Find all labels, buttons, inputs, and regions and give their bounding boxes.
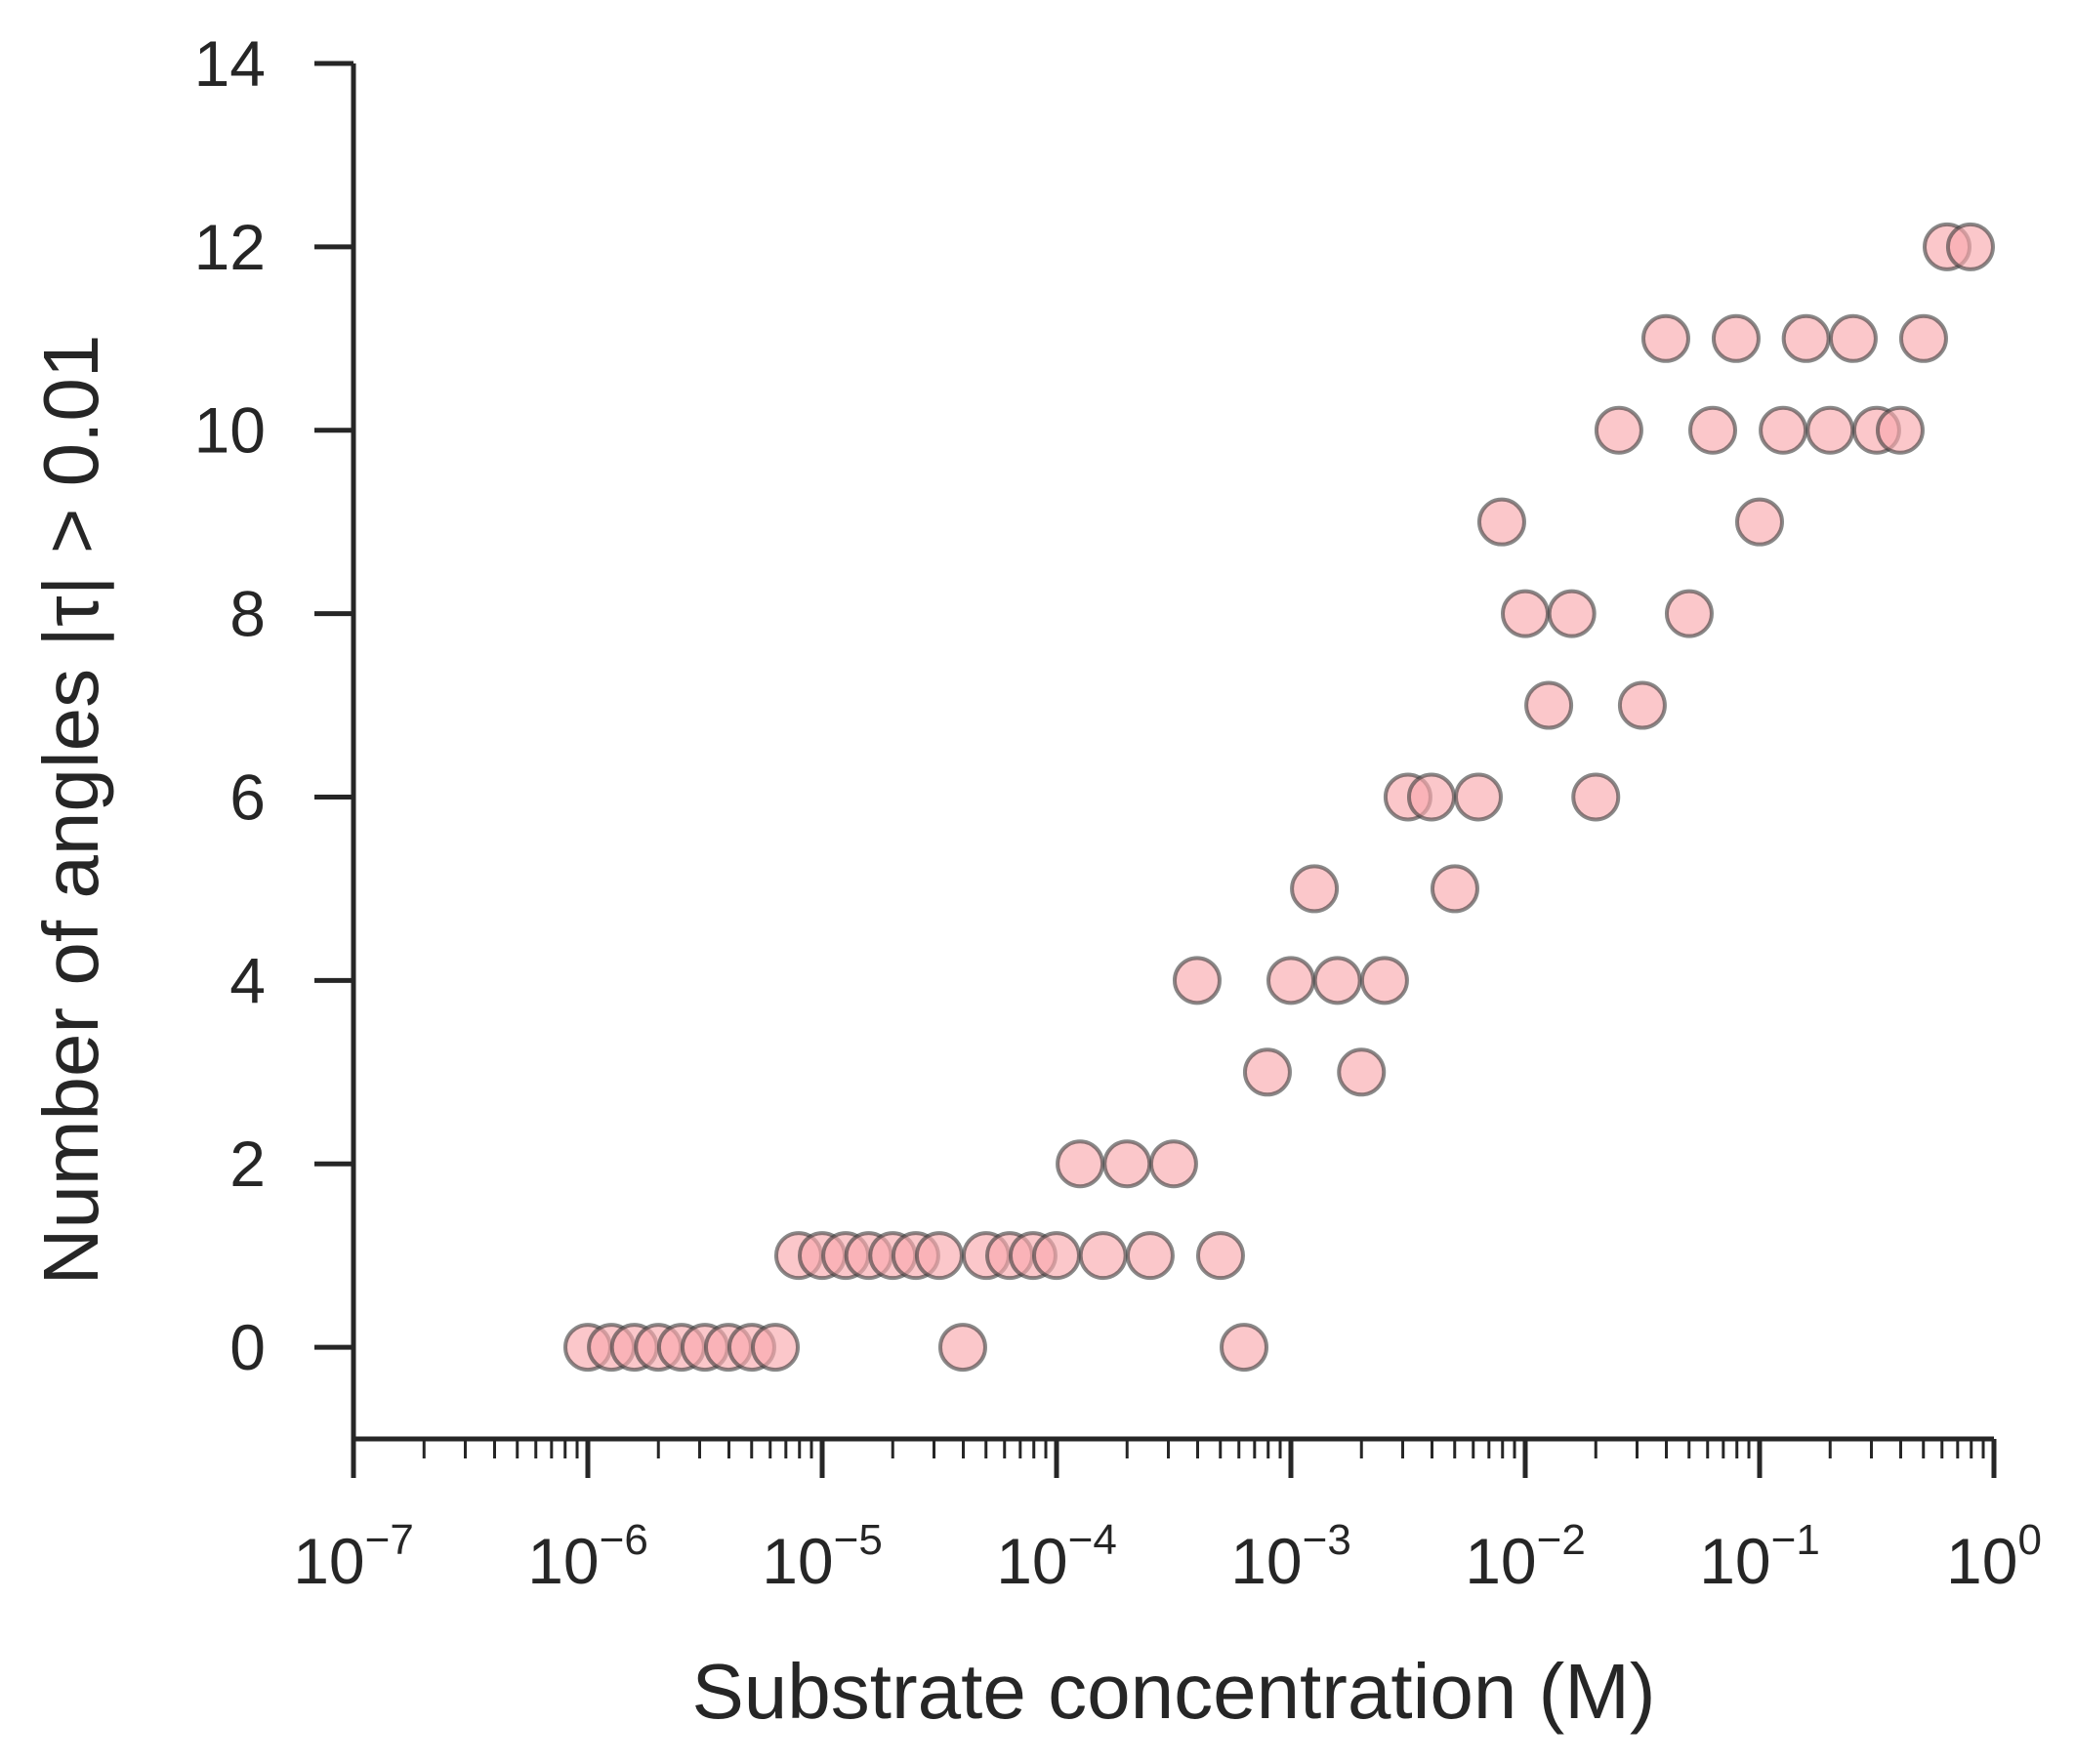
data-point [1148,1139,1198,1189]
data-point [751,1323,801,1373]
data-point [1359,956,1409,1005]
data-point [1290,864,1340,914]
data-point [1898,313,1948,363]
data-point [1828,313,1878,363]
y-tick-label: 10 [194,394,266,467]
data-point [1617,680,1667,730]
x-tick-exponent: −5 [834,1516,883,1564]
y-tick-label: 6 [229,760,266,833]
y-tick-label: 14 [194,27,266,100]
x-tick-label: 100 [1946,1516,2042,1597]
data-point [1688,405,1738,455]
x-tick-label: 10−3 [1230,1516,1351,1597]
y-tick-label: 4 [229,944,266,1016]
y-ticks: 0 2 4 6 8 10 12 14 [194,27,353,1383]
x-tick-label: 10−7 [293,1516,414,1597]
data-point [1242,1047,1292,1097]
x-ticks: 10−7 10−6 10−5 10−4 10−3 10−2 10−1 100 [293,1439,2042,1597]
x-tick-base: 10 [996,1525,1067,1597]
data-point [1312,956,1362,1005]
x-tick-exponent: −4 [1068,1516,1117,1564]
data-point [1430,864,1479,914]
x-tick-exponent: −7 [365,1516,414,1564]
data-point [1476,497,1526,547]
y-axis-label: Number of angles |τ| > 0.01 [27,335,114,1286]
x-tick-label: 10−4 [996,1516,1117,1597]
x-tick-base: 10 [1465,1525,1536,1597]
data-point [1172,956,1222,1005]
y-tick-label: 2 [229,1128,266,1200]
x-tick-exponent: −3 [1303,1516,1351,1564]
x-tick-exponent: −1 [1771,1516,1820,1564]
data-point [1337,1047,1387,1097]
y-tick-label: 8 [229,578,266,650]
data-point [1735,497,1784,547]
x-tick-base: 10 [762,1525,833,1597]
x-tick-base: 10 [1946,1525,2017,1597]
data-point [1711,313,1761,363]
data-points [563,222,1995,1373]
data-point [1454,772,1504,822]
data-point [1759,405,1808,455]
data-point [1594,405,1643,455]
data-point [1781,313,1831,363]
x-tick-base: 10 [293,1525,364,1597]
data-point [1125,1231,1175,1281]
y-tick-label: 0 [229,1311,266,1383]
data-point [1406,772,1456,822]
data-point [1805,405,1855,455]
data-point [937,1323,987,1373]
data-point [1875,405,1925,455]
data-point [1078,1231,1128,1281]
x-tick-exponent: 0 [2017,1516,2041,1564]
data-point [1195,1231,1245,1281]
data-point [1547,589,1597,638]
x-tick-label: 10−6 [527,1516,648,1597]
y-tick-label: 12 [194,211,266,283]
data-point [1032,1231,1081,1281]
data-point [1220,1323,1269,1373]
data-point [1524,680,1574,730]
x-tick-exponent: −6 [600,1516,648,1564]
data-point [1102,1139,1152,1189]
x-tick-label: 10−1 [1699,1516,1820,1597]
x-tick-base: 10 [527,1525,599,1597]
data-point [1664,589,1714,638]
data-point [914,1231,964,1281]
data-point [1501,589,1550,638]
x-tick-base: 10 [1699,1525,1770,1597]
data-point [1640,313,1690,363]
x-tick-label: 10−2 [1465,1516,1586,1597]
data-point [1945,222,1995,271]
x-tick-exponent: −2 [1537,1516,1586,1564]
x-tick-base: 10 [1230,1525,1302,1597]
data-point [1266,956,1315,1005]
data-point [1571,772,1621,822]
x-axis-label: Substrate concentration (M) [691,1648,1655,1735]
x-tick-label: 10−5 [762,1516,883,1597]
data-point [1056,1139,1105,1189]
